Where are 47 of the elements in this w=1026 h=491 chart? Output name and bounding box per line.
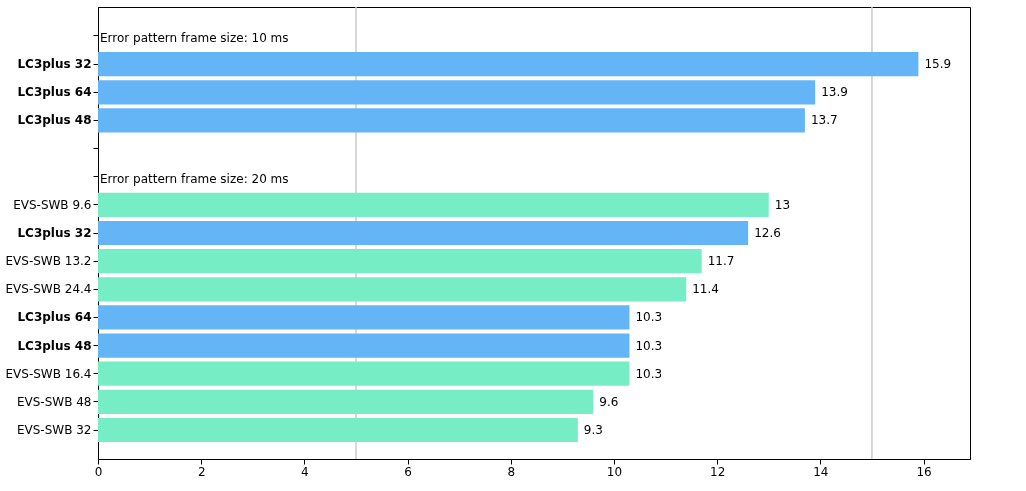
data-label: 10.3 bbox=[635, 338, 663, 353]
annotation: Error pattern frame size: 20 ms bbox=[100, 171, 289, 186]
y-tick-label: EVS-SWB 32 bbox=[16, 423, 92, 438]
data-label: 13.9 bbox=[821, 85, 848, 100]
bar bbox=[98, 333, 630, 358]
data-label: 9.3 bbox=[583, 423, 603, 438]
bar bbox=[98, 277, 687, 302]
data-label: 11.7 bbox=[707, 254, 735, 269]
data-label: 12.6 bbox=[754, 226, 781, 240]
y-tick-label: LC3plus 32 bbox=[17, 57, 92, 72]
bar bbox=[98, 361, 630, 386]
data-label: 15.9 bbox=[924, 57, 952, 72]
y-tick-label: LC3plus 32 bbox=[17, 226, 92, 240]
bar bbox=[98, 305, 630, 330]
x-tick-label: 12 bbox=[710, 464, 726, 479]
bar bbox=[98, 108, 805, 133]
y-tick-label: LC3plus 64 bbox=[17, 310, 92, 325]
x-tick-label: 14 bbox=[813, 464, 829, 479]
bar bbox=[98, 249, 702, 274]
data-label: 13.7 bbox=[810, 113, 838, 128]
data-label: 13 bbox=[774, 197, 791, 212]
bar bbox=[98, 192, 769, 217]
y-tick-label: LC3plus 48 bbox=[17, 338, 92, 353]
data-label: 10.3 bbox=[635, 310, 663, 325]
bar bbox=[98, 417, 578, 443]
x-tick-label: 16 bbox=[916, 464, 932, 479]
bar bbox=[98, 52, 919, 77]
y-tick-label: EVS-SWB 24.4 bbox=[5, 282, 92, 297]
y-tick-label: LC3plus 48 bbox=[17, 113, 92, 128]
y-tick-label: EVS-SWB 13.2 bbox=[5, 254, 92, 269]
x-tick-label: 4 bbox=[301, 464, 309, 479]
x-tick-label: 0 bbox=[94, 464, 103, 479]
y-tick-label: LC3plus 64 bbox=[17, 85, 92, 100]
bar bbox=[98, 220, 749, 246]
x-tick-label: 10 bbox=[606, 464, 623, 479]
data-label: 10.3 bbox=[635, 366, 663, 381]
x-tick-label: 6 bbox=[404, 464, 412, 479]
x-tick-label: 8 bbox=[507, 464, 516, 479]
y-tick-label: EVS-SWB 16.4 bbox=[5, 366, 92, 381]
x-tick-label: 2 bbox=[197, 464, 206, 479]
data-label: 9.6 bbox=[599, 394, 619, 409]
data-label: 11.4 bbox=[692, 282, 719, 297]
y-tick-label: EVS-SWB 9.6 bbox=[13, 197, 92, 212]
y-tick-label: EVS-SWB 48 bbox=[16, 394, 92, 409]
bar bbox=[98, 80, 816, 105]
annotation: Error pattern frame size: 10 ms bbox=[100, 30, 289, 45]
bar bbox=[98, 389, 594, 414]
